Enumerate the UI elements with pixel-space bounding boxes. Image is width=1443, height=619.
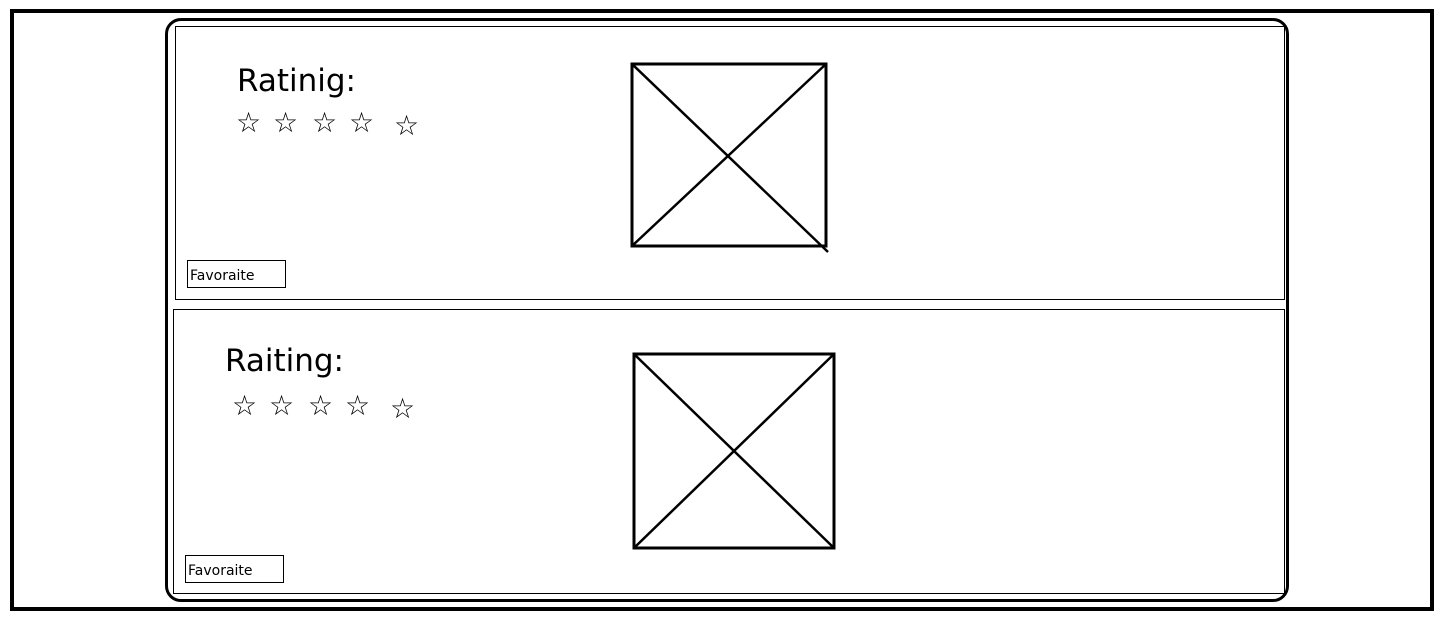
star-rating[interactable]: ☆ ☆ ☆ ☆ ☆ (232, 392, 422, 426)
rating-label: Ratinig: (237, 63, 357, 99)
star-rating[interactable]: ☆ ☆ ☆ ☆ ☆ (236, 109, 426, 143)
image-placeholder-icon (630, 62, 829, 253)
star-1-icon[interactable]: ☆ (232, 389, 258, 422)
star-1-icon[interactable]: ☆ (236, 106, 262, 139)
star-2-icon[interactable]: ☆ (273, 106, 299, 139)
star-4-icon[interactable]: ☆ (345, 389, 371, 422)
favorite-button[interactable]: Favoraite (185, 555, 284, 583)
star-3-icon[interactable]: ☆ (308, 389, 334, 422)
favorite-button[interactable]: Favoraite (187, 260, 286, 288)
star-4-icon[interactable]: ☆ (349, 106, 375, 139)
star-5-icon[interactable]: ☆ (394, 109, 420, 142)
star-3-icon[interactable]: ☆ (312, 106, 338, 139)
rating-label: Raiting: (225, 343, 345, 379)
image-placeholder-icon (632, 352, 836, 550)
star-5-icon[interactable]: ☆ (390, 392, 416, 425)
star-2-icon[interactable]: ☆ (269, 389, 295, 422)
